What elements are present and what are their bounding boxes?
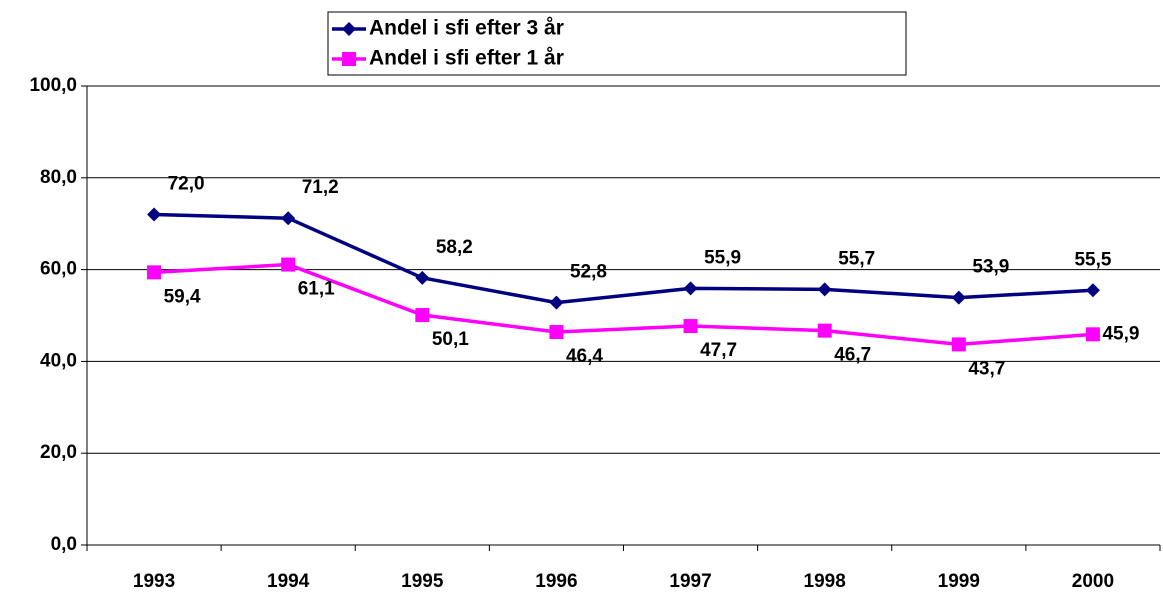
data-label: 45,9 <box>1102 323 1139 344</box>
marker <box>683 281 698 296</box>
x-tick-label: 1999 <box>938 571 980 592</box>
data-label: 72,0 <box>168 174 205 195</box>
marker <box>951 337 966 352</box>
legend-label: Andel i sfi efter 3 år <box>369 17 564 40</box>
marker <box>147 207 162 222</box>
marker <box>1085 283 1100 298</box>
marker <box>415 270 430 285</box>
x-tick-label: 1997 <box>669 571 711 592</box>
data-label: 58,2 <box>436 237 473 258</box>
marker <box>951 290 966 305</box>
data-label: 55,5 <box>1074 249 1111 270</box>
data-label: 53,9 <box>972 257 1009 278</box>
y-tick-label: 60,0 <box>40 259 77 280</box>
data-label: 55,9 <box>704 247 741 268</box>
data-label: 43,7 <box>968 358 1005 379</box>
y-tick-label: 0,0 <box>51 534 77 555</box>
data-label: 59,4 <box>164 286 201 307</box>
marker <box>817 323 832 338</box>
legend-marker <box>342 22 356 36</box>
legend-label: Andel i sfi efter 1 år <box>369 47 564 70</box>
x-tick-label: 1996 <box>535 571 577 592</box>
data-label: 61,1 <box>298 279 335 300</box>
x-tick-label: 1995 <box>401 571 444 592</box>
data-label: 55,7 <box>838 248 875 269</box>
legend-box <box>327 11 907 76</box>
legend-marker <box>342 52 356 66</box>
y-tick-label: 40,0 <box>40 350 77 371</box>
marker <box>281 211 296 226</box>
data-label: 47,7 <box>700 340 737 361</box>
marker <box>281 257 296 272</box>
data-label: 50,1 <box>432 329 469 350</box>
y-tick-label: 100,0 <box>29 75 77 96</box>
series-line <box>154 212 1094 305</box>
marker <box>817 282 832 297</box>
data-label: 71,2 <box>302 177 339 198</box>
marker <box>683 319 698 334</box>
x-tick-label: 1993 <box>133 571 175 592</box>
data-label: 46,4 <box>566 346 603 367</box>
marker <box>415 308 430 323</box>
marker <box>147 265 162 280</box>
data-label: 52,8 <box>570 262 607 283</box>
x-tick-label: 2000 <box>1072 571 1114 592</box>
series-line <box>153 262 1094 347</box>
y-tick-label: 20,0 <box>40 442 77 463</box>
marker <box>549 325 564 340</box>
x-tick-label: 1994 <box>267 571 310 592</box>
data-label: 46,7 <box>834 345 871 366</box>
y-tick-label: 80,0 <box>40 167 77 188</box>
marker <box>1085 327 1100 342</box>
x-tick-label: 1998 <box>804 571 846 592</box>
marker <box>549 295 564 310</box>
